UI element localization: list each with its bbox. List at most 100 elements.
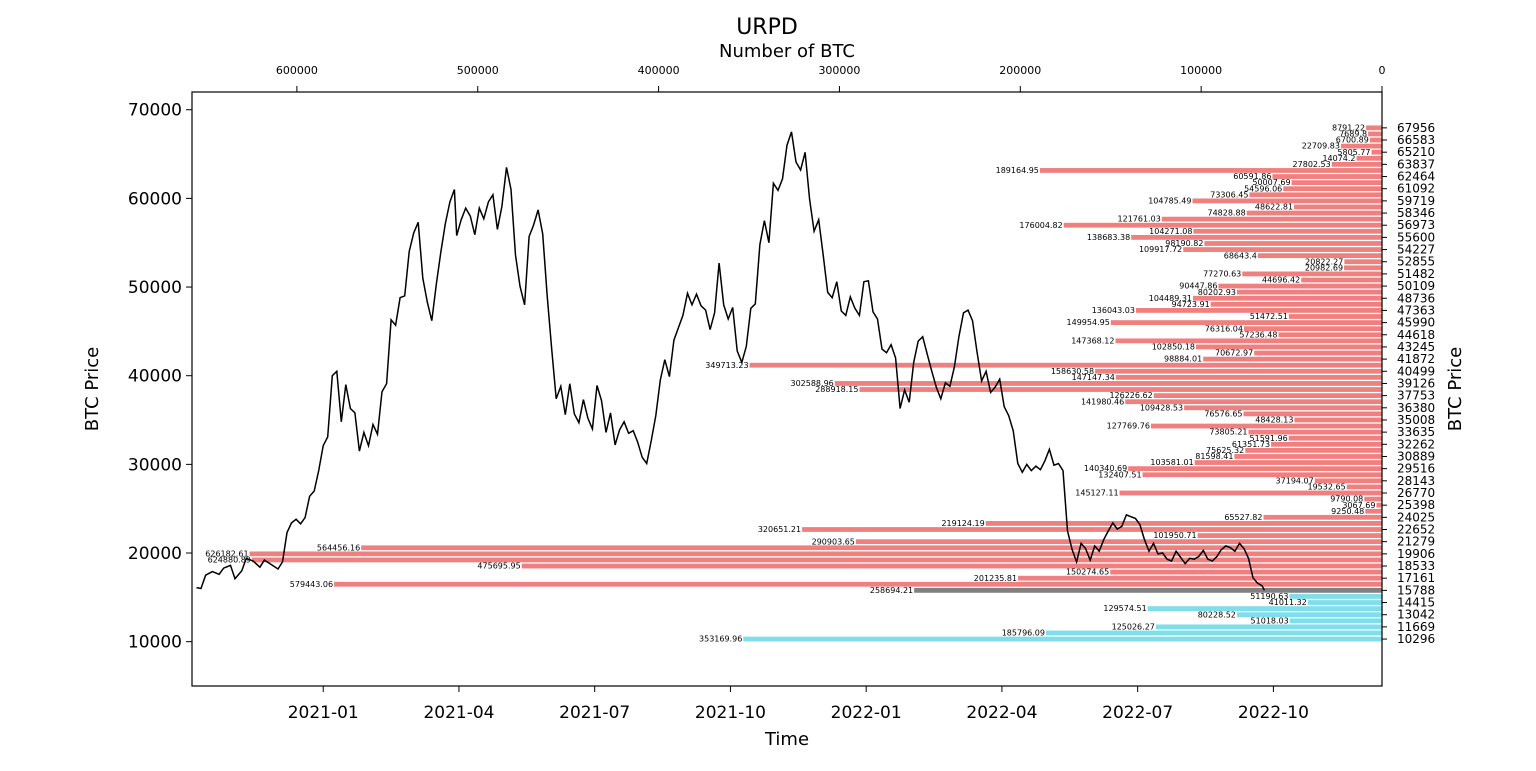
urpd-bar-label: 140340.69 [1084,464,1127,473]
urpd-bar [1369,137,1382,143]
right-y-tick-label: 61092 [1397,182,1435,196]
top-x-tick-label: 600000 [276,64,318,77]
btc-price-line [196,131,1266,591]
urpd-bar [1257,253,1382,259]
right-y-tick-label: 29516 [1397,462,1435,476]
urpd-bar-label: 74828.88 [1207,209,1245,218]
urpd-bar [1243,326,1382,332]
urpd-bar-label: 22709.83 [1302,142,1340,151]
top-x-tick-label: 0 [1379,64,1386,77]
urpd-bar [1242,271,1382,277]
urpd-bar-label: 290903.65 [812,537,855,546]
urpd-bar [1125,399,1382,405]
left-y-tick-label: 30000 [128,455,182,475]
x-tick-label: 2022-10 [1238,703,1309,723]
right-y-tick-label: 43245 [1397,340,1435,354]
urpd-bar [1195,344,1382,350]
urpd-bar [1115,338,1382,344]
left-y-tick-label: 50000 [128,278,182,298]
urpd-bar-label: 302588.96 [790,379,833,388]
urpd-bar [1236,612,1382,618]
urpd-bar-label: 80228.52 [1198,610,1236,619]
urpd-bar [855,539,1382,545]
urpd-bar-label: 150274.65 [1066,568,1109,577]
right-y-tick-label: 66583 [1397,133,1435,147]
right-y-tick-label: 26770 [1397,486,1435,500]
right-y-tick-label: 52855 [1397,255,1435,269]
urpd-bar-label: 6700.89 [1336,136,1369,145]
urpd-bar-label: 353169.96 [699,635,742,644]
urpd-bar [859,387,1382,392]
urpd-bar-label: 50007.69 [1252,178,1290,187]
plot-frame [191,91,1383,687]
urpd-bar [1263,514,1382,520]
right-y-tick-label: 19906 [1397,547,1435,561]
urpd-bar [1039,168,1382,173]
urpd-bar-label: 70672.97 [1215,349,1253,358]
urpd-bar [521,563,1382,569]
urpd-bar [985,521,1382,526]
right-y-tick-label: 11669 [1397,620,1435,634]
right-y-tick-label: 24025 [1397,510,1435,524]
urpd-bar-label: 73805.21 [1209,428,1247,437]
urpd-bar [1142,472,1382,478]
right-y-tick-label: 25398 [1397,498,1435,512]
urpd-bar-label: 103581.01 [1150,458,1193,467]
urpd-bar-label: 65527.82 [1224,513,1262,522]
urpd-bar [1307,600,1382,605]
urpd-bar-label: 109917.72 [1139,245,1182,254]
urpd-bar [1193,295,1382,301]
urpd-bar-label: 98190.82 [1165,239,1203,248]
left-y-tick-label: 40000 [128,367,182,387]
x-tick-label: 2022-01 [831,703,902,723]
urpd-bar-label: 579443.06 [290,580,333,589]
right-y-tick-label: 67956 [1397,121,1435,135]
left-y-tick-label: 60000 [128,189,182,209]
urpd-bar-label: 101950.71 [1153,531,1196,540]
right-y-tick-label: 65210 [1397,145,1435,159]
urpd-bar [1183,247,1382,252]
urpd-bar [1150,423,1382,429]
urpd-bar-label: 127769.76 [1107,422,1150,431]
urpd-bar [1289,594,1382,599]
right-y-tick-label: 51482 [1397,267,1435,281]
urpd-bar-label: 19532.65 [1308,483,1346,492]
urpd-bar [1376,502,1382,508]
urpd-bar [249,551,1382,557]
urpd-bar-label: 147147.34 [1072,373,1115,382]
urpd-bar [743,636,1382,642]
urpd-bar [834,381,1382,386]
urpd-bar [1278,332,1382,338]
urpd-bar [1119,490,1382,496]
top-x-tick-label: 100000 [1180,64,1222,77]
right-y-tick-label: 13042 [1397,608,1435,622]
urpd-bar-label: 104785.49 [1148,196,1191,205]
right-y-tick-label: 45990 [1397,316,1435,330]
urpd-bar [1368,131,1382,137]
urpd-bar [1135,308,1382,313]
right-y-axis-label: BTC Price [1445,347,1466,432]
urpd-bar [1344,265,1382,271]
urpd-bar [1283,186,1382,192]
urpd-bar [1153,393,1382,399]
x-tick-label: 2022-07 [1102,703,1173,723]
right-y-tick-label: 21279 [1397,535,1435,549]
top-x-tick-label: 500000 [457,64,499,77]
urpd-bar [1271,441,1382,447]
urpd-bar-label: 136043.03 [1092,306,1135,315]
urpd-bar-label: 149954.95 [1067,318,1110,327]
urpd-bar-label: 61351.73 [1232,440,1270,449]
x-tick-label: 2021-07 [559,703,630,723]
urpd-bar-label: 73306.45 [1210,190,1248,199]
right-y-tick-label: 47363 [1397,303,1435,317]
urpd-bar-label: 189164.95 [996,166,1039,175]
top-axis-label: Number of BTC [719,41,855,62]
urpd-bar [1147,606,1382,612]
urpd-bar [1197,533,1382,538]
urpd-bar-label: 185796.09 [1002,629,1045,638]
right-y-tick-label: 33635 [1397,425,1435,439]
urpd-bar-label: 60591.86 [1233,172,1271,181]
urpd-bar-label: 77270.63 [1203,270,1241,279]
urpd-bar-label: 9250.48 [1331,507,1364,516]
